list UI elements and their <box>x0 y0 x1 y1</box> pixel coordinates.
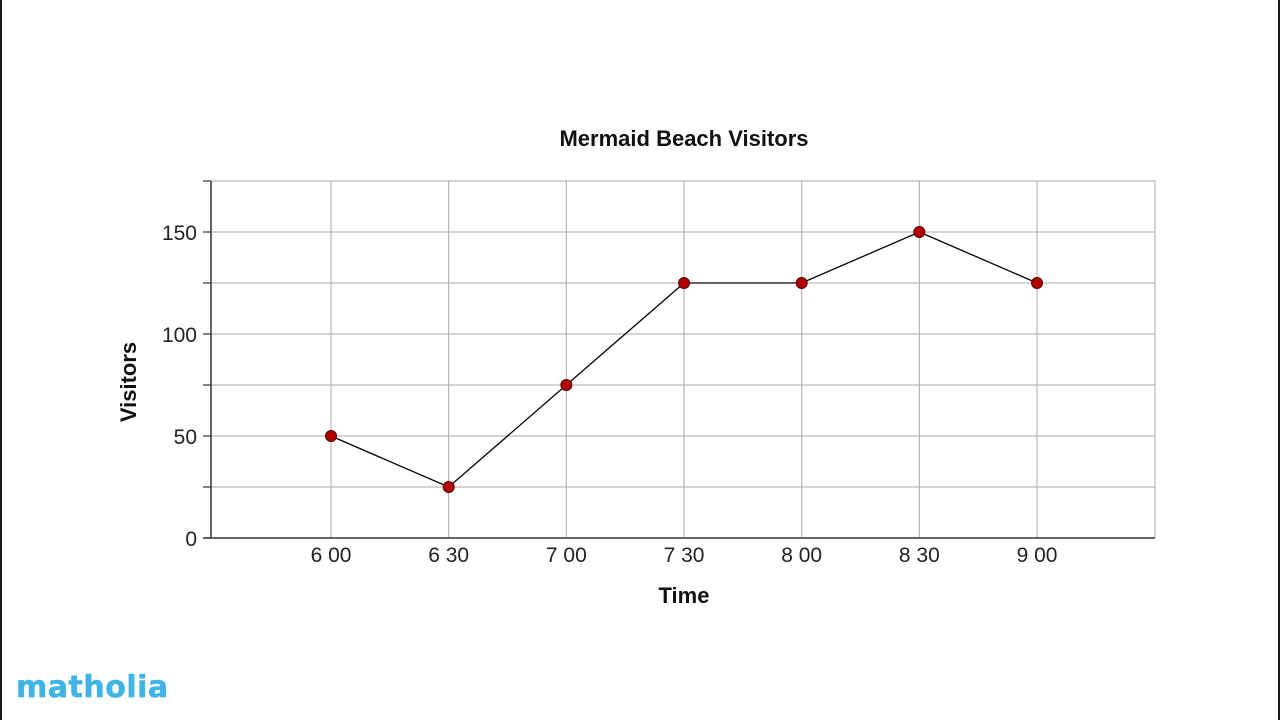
data-point <box>678 277 691 289</box>
data-point <box>560 379 573 391</box>
right-border <box>1278 0 1280 720</box>
data-point <box>442 481 455 493</box>
y-axis-label: Visitors <box>116 342 141 422</box>
axes <box>203 180 1155 539</box>
y-tick-label: 0 <box>185 528 197 551</box>
x-tick-label: 8 30 <box>899 544 940 567</box>
data-point <box>325 430 337 442</box>
x-tick-label: 9 00 <box>1017 544 1058 567</box>
x-tick-label: 6 00 <box>311 544 352 567</box>
tick-labels: 0 50 100 150 6 00 6 30 7 00 7 30 8 00 8 30 9 00 <box>162 222 1058 567</box>
x-tick-label: 7 00 <box>546 544 587 567</box>
data-point <box>795 277 808 289</box>
x-tick-label: 7 30 <box>664 544 705 567</box>
y-tick-label: 100 <box>162 324 197 347</box>
left-border <box>0 0 2 720</box>
x-tick-label: 8 00 <box>781 544 822 567</box>
grid <box>211 180 1156 538</box>
chart-title: Mermaid Beach Visitors <box>559 126 808 151</box>
x-axis-label: Time <box>659 583 710 608</box>
data-point <box>1031 277 1044 289</box>
y-tick-label: 50 <box>174 426 197 449</box>
data-point <box>913 226 926 238</box>
matholia-logo: matholia <box>16 670 169 706</box>
y-tick-label: 150 <box>162 222 197 245</box>
x-tick-label: 6 30 <box>428 544 469 567</box>
series <box>325 226 1044 493</box>
